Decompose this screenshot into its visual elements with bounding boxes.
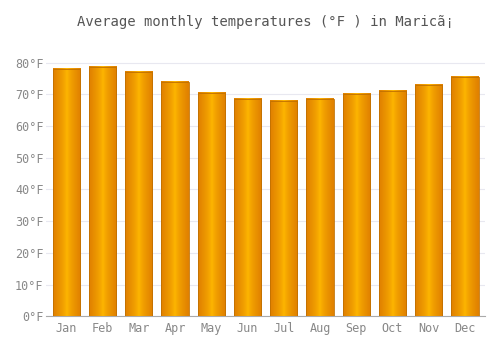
Title: Average monthly temperatures (°F ) in Maricã¡: Average monthly temperatures (°F ) in Ma… [77, 15, 454, 29]
Bar [306, 99, 334, 316]
Bar [162, 82, 188, 316]
Bar [342, 94, 370, 316]
Bar [379, 91, 406, 316]
Bar [89, 67, 116, 316]
Bar [52, 69, 80, 316]
Bar [270, 100, 297, 316]
Bar [198, 93, 225, 316]
Bar [415, 85, 442, 316]
Bar [234, 99, 261, 316]
Bar [452, 77, 478, 316]
Bar [125, 72, 152, 316]
